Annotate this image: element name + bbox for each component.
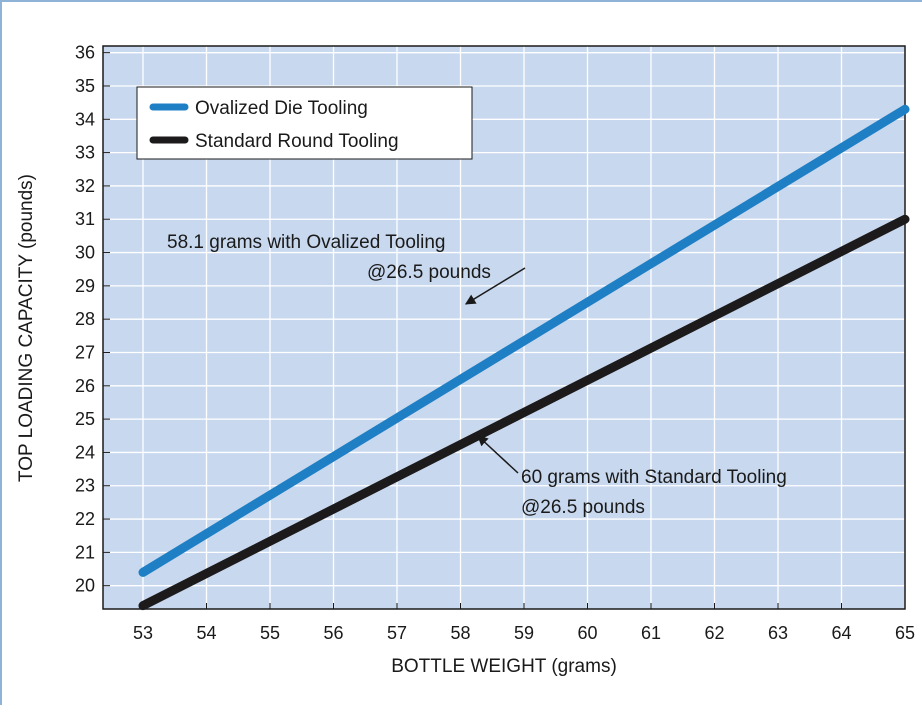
x-tick-label: 63 [768, 623, 788, 643]
x-tick-label: 58 [450, 623, 470, 643]
series-layer [138, 104, 910, 611]
x-tick-label: 59 [514, 623, 534, 643]
legend-label-ovalized: Ovalized Die Tooling [195, 98, 368, 119]
y-tick-label: 35 [75, 76, 95, 96]
x-tick-label: 62 [704, 623, 724, 643]
x-tick-label: 64 [831, 623, 851, 643]
y-tick-label: 36 [75, 43, 95, 63]
annotation-standard-line2: @26.5 pounds [521, 497, 645, 518]
y-tick-label: 34 [75, 109, 95, 129]
annotation-ovalized-line2: @26.5 pounds [367, 262, 491, 283]
x-tick-label: 53 [133, 623, 153, 643]
x-tick-label: 55 [260, 623, 280, 643]
y-tick-label: 27 [75, 342, 95, 362]
x-tick-label: 61 [641, 623, 661, 643]
legend: Ovalized Die Tooling Standard Round Tool… [136, 86, 473, 160]
x-tick-label: 60 [577, 623, 597, 643]
y-tick-label: 21 [75, 542, 95, 562]
y-tick-label: 29 [75, 276, 95, 296]
annotation-ovalized-arrow [464, 267, 526, 305]
y-tick-label: 25 [75, 409, 95, 429]
y-tick-label: 30 [75, 243, 95, 263]
plot-border [102, 45, 906, 610]
annotation-ovalized-line1: 58.1 grams with Ovalized Tooling [167, 232, 445, 253]
annotation-standard-line1: 60 grams with Standard Tooling [521, 467, 787, 488]
series-line-standard [138, 214, 910, 611]
y-tick-label: 22 [75, 509, 95, 529]
x-tick-label: 54 [196, 623, 216, 643]
annotation-standard-arrow [477, 435, 519, 474]
x-tick-label: 57 [387, 623, 407, 643]
y-tick-label: 28 [75, 309, 95, 329]
y-tick-label: 23 [75, 476, 95, 496]
y-axis-label: TOP LOADING CAPACITY (pounds) [16, 174, 37, 482]
x-axis-label: BOTTLE WEIGHT (grams) [391, 656, 617, 677]
legend-box [136, 86, 473, 160]
y-tick-label: 31 [75, 209, 95, 229]
y-tick-label: 20 [75, 576, 95, 596]
y-tick-label: 33 [75, 143, 95, 163]
y-tick-label: 32 [75, 176, 95, 196]
annotations: 58.1 grams with Ovalized Tooling @26.5 po… [167, 232, 787, 518]
x-tick-label: 56 [323, 623, 343, 643]
y-tick-label: 24 [75, 442, 95, 462]
x-axis-ticks: 53 54 55 56 57 58 59 60 61 62 63 64 65 [133, 603, 915, 643]
series-line-ovalized [138, 104, 910, 577]
legend-label-standard: Standard Round Tooling [195, 131, 399, 152]
x-tick-label: 65 [895, 623, 915, 643]
y-axis-ticks: 20 21 22 23 24 25 26 27 28 29 30 31 32 33 34 35 36 [75, 43, 110, 596]
y-tick-label: 26 [75, 376, 95, 396]
